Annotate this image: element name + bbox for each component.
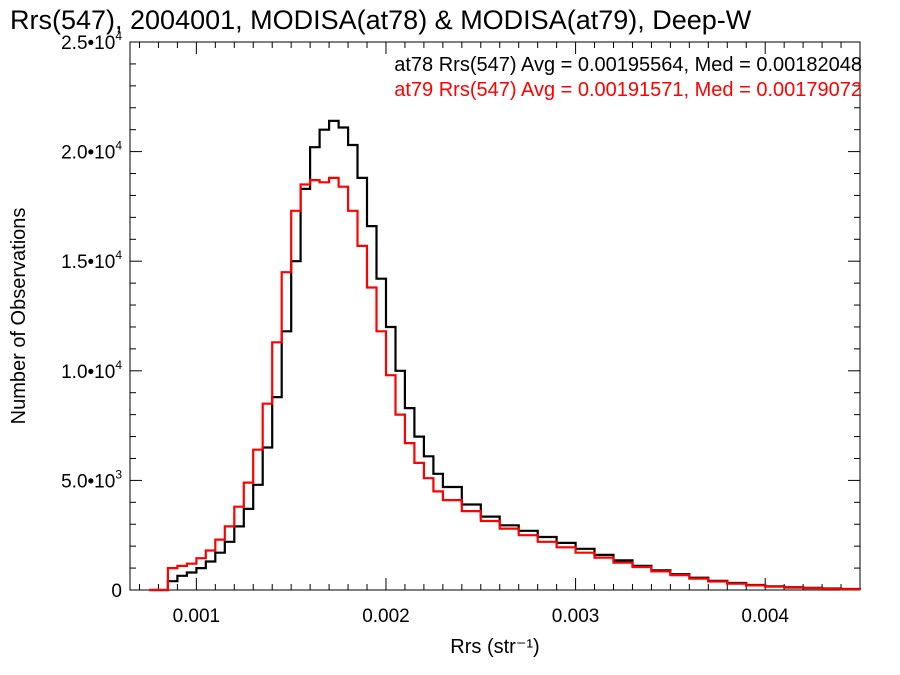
annotation-at78: at78 Rrs(547) Avg = 0.00195564, Med = 0.… [394, 54, 862, 76]
y-tick-label: 0 [111, 581, 122, 602]
x-axis: 0.001 0.002 0.003 0.004 [138, 42, 842, 627]
x-axis-label: Rrs (str⁻¹) [450, 636, 539, 658]
series-line-at78 [149, 119, 862, 592]
series-layer [149, 119, 862, 592]
y-tick-label: 2.0•104 [61, 139, 122, 164]
x-tick-label: 0.001 [173, 606, 221, 627]
y-tick-label: 2.5•104 [61, 29, 122, 54]
series-line-at79 [149, 176, 862, 592]
plot-frame [129, 41, 861, 591]
y-tick-label: 1.5•104 [61, 248, 122, 273]
x-tick-label: 0.002 [362, 606, 410, 627]
y-tick-label: 5.0•103 [61, 467, 122, 492]
y-axis-label: Number of Observations [8, 208, 30, 425]
y-axis: 0 5.0•103 1.0•104 1.5•104 2.0•104 2.5•104 [61, 29, 860, 602]
chart-title: Rrs(547), 2004001, MODISA(at78) & MODISA… [10, 5, 752, 35]
annotation-at79: at79 Rrs(547) Avg = 0.00191571, Med = 0.… [394, 79, 862, 101]
x-tick-label: 0.003 [552, 606, 600, 627]
x-tick-label: 0.004 [741, 606, 789, 627]
y-tick-label: 1.0•104 [61, 358, 122, 383]
